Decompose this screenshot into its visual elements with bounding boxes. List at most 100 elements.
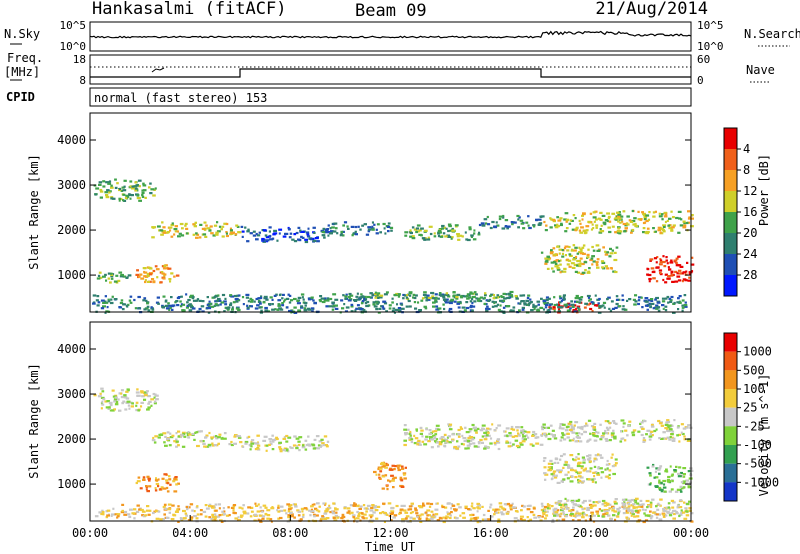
range-cell	[295, 447, 299, 450]
range-cell	[170, 223, 175, 227]
range-cell	[138, 508, 142, 511]
range-cell	[208, 229, 212, 232]
range-cell	[545, 296, 549, 299]
range-cell	[556, 225, 560, 228]
range-cell	[551, 429, 555, 432]
range-cell	[669, 436, 672, 439]
range-cell	[347, 510, 351, 513]
range-cell	[595, 261, 599, 264]
range-cell	[211, 442, 214, 445]
range-cell	[435, 502, 438, 505]
range-cell	[473, 445, 478, 448]
range-cell	[114, 513, 118, 516]
range-cell	[592, 227, 595, 230]
range-cell	[407, 299, 411, 303]
range-cell	[296, 299, 300, 302]
range-cell	[671, 270, 674, 273]
range-cell	[569, 454, 574, 457]
range-cell	[262, 439, 267, 442]
range-cell	[659, 465, 663, 468]
range-cell	[598, 304, 601, 308]
range-cell	[215, 299, 219, 302]
range-cell	[378, 477, 382, 480]
range-cell	[164, 444, 168, 447]
range-cell	[168, 478, 172, 481]
range-cell	[576, 259, 579, 263]
range-cell	[546, 507, 550, 510]
range-cell	[638, 509, 642, 512]
range-cell	[311, 237, 315, 240]
range-cell	[389, 480, 392, 483]
range-cell	[661, 213, 664, 216]
range-cell	[614, 306, 618, 309]
range-cell	[370, 516, 373, 519]
range-cell	[462, 437, 467, 440]
range-cell	[378, 467, 383, 470]
range-cell	[244, 440, 249, 444]
range-cell	[431, 430, 435, 433]
range-cell	[286, 503, 291, 506]
range-cell	[589, 258, 593, 262]
range-cell	[655, 513, 660, 516]
range-cell	[130, 405, 134, 408]
range-cell	[690, 217, 694, 220]
range-cell	[355, 295, 359, 298]
range-cell	[386, 463, 389, 466]
range-cell	[312, 444, 316, 447]
range-cell	[563, 267, 567, 270]
range-cell	[344, 297, 347, 300]
range-cell	[546, 258, 551, 261]
range-cell	[390, 519, 393, 522]
range-cell	[650, 425, 655, 428]
range-cell	[365, 507, 368, 510]
range-cell	[100, 307, 105, 310]
range-cell	[353, 503, 357, 506]
range-cell	[672, 311, 676, 314]
range-cell	[202, 442, 206, 445]
range-cell	[234, 517, 238, 520]
range-cell	[418, 514, 422, 517]
range-cell	[489, 294, 492, 298]
range-cell	[254, 502, 257, 505]
range-cell	[577, 498, 581, 501]
range-cell	[275, 436, 278, 439]
range-cell	[501, 227, 506, 230]
range-cell	[525, 434, 528, 437]
range-cell	[281, 304, 285, 307]
range-cell	[320, 297, 325, 300]
range-cell	[313, 231, 316, 234]
range-cell	[426, 502, 430, 505]
range-cell	[432, 301, 436, 304]
range-cell	[434, 508, 439, 511]
range-cell	[349, 504, 353, 507]
range-cell	[163, 503, 167, 506]
range-cell	[278, 228, 283, 231]
range-cell	[444, 293, 448, 296]
range-cell	[218, 433, 222, 436]
range-cell	[430, 510, 434, 513]
range-cell	[329, 227, 332, 230]
range-cell	[609, 518, 613, 521]
range-cell	[553, 296, 556, 299]
range-cell	[626, 215, 630, 218]
range-cell	[110, 275, 114, 278]
range-cell	[427, 440, 431, 443]
range-cell	[607, 502, 610, 505]
range-cell	[177, 296, 181, 299]
range-cell	[452, 295, 455, 298]
range-cell	[675, 264, 680, 267]
range-cell	[264, 506, 268, 509]
range-cell	[165, 479, 169, 482]
range-cell	[605, 475, 610, 478]
range-cell	[637, 302, 640, 306]
range-cell	[370, 227, 375, 230]
range-cell	[405, 305, 409, 308]
range-cell	[412, 517, 416, 520]
range-cell	[652, 511, 656, 514]
range-cell	[434, 300, 438, 303]
range-cell	[599, 423, 602, 426]
range-cell	[489, 515, 494, 518]
range-cell	[297, 510, 301, 513]
range-cell	[162, 487, 167, 490]
range-cell	[551, 267, 554, 270]
